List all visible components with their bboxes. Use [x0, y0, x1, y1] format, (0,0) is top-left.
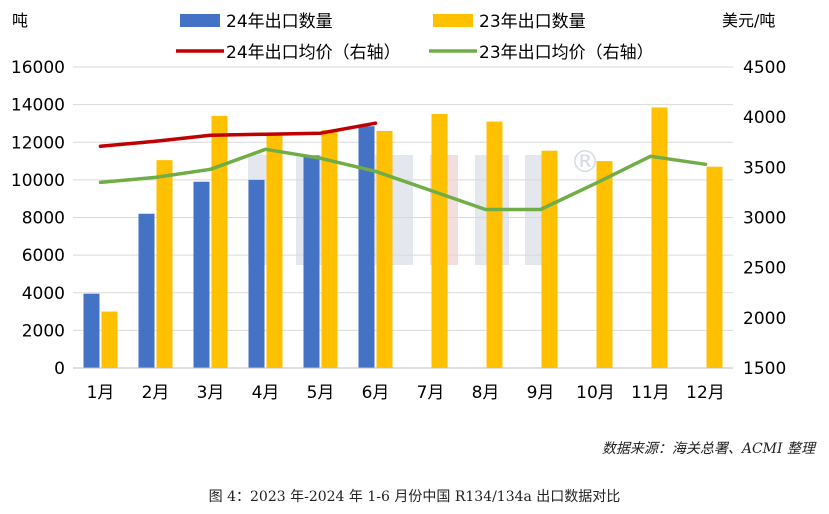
category-label: 6月 [362, 383, 390, 403]
left-tick-label: 2000 [22, 321, 65, 341]
bar [211, 115, 228, 368]
figure-caption: 图 4：2023 年-2024 年 1-6 月份中国 R134/134a 出口数… [208, 489, 621, 505]
bar [541, 150, 558, 368]
axes-group: 0 2000 4000 6000 8000 10000 12000 14000 16000 150… [11, 58, 786, 403]
category-label: 5月 [307, 383, 335, 403]
right-tick-label: 3500 [743, 158, 786, 178]
left-tick-label: 0 [54, 359, 65, 379]
bar [431, 114, 448, 368]
legend-swatch [433, 14, 473, 27]
source-note: 数据来源：海关总署、ACMI 整理 [601, 441, 815, 457]
legend-label: 24年出口数量 [226, 12, 333, 32]
category-label: 4月 [252, 383, 280, 403]
legend-swatch [180, 14, 220, 27]
right-tick-label: 1500 [743, 359, 786, 379]
bar [303, 155, 320, 368]
series-line [98, 147, 708, 212]
bar [596, 161, 613, 368]
bar [706, 166, 723, 368]
lines-group [98, 121, 708, 212]
category-label: 7月 [417, 383, 445, 403]
left-tick-label: 12000 [11, 133, 65, 153]
bar [321, 130, 338, 368]
export-chart: ® 0 2000 4000 6000 8000 10000 12000 14000 16000 1… [11, 11, 786, 403]
category-label: 8月 [472, 383, 500, 403]
right-tick-label: 2000 [743, 309, 786, 329]
legend-label: 24年出口均价（右轴） [226, 43, 401, 63]
legend: 24年出口数量 23年出口数量 24年出口均价（右轴） 23年出口均价（右轴） [176, 12, 654, 63]
legend-label: 23年出口均价（右轴） [479, 43, 654, 63]
category-label: 12月 [686, 383, 725, 403]
right-tick-label: 4500 [743, 58, 786, 78]
left-tick-label: 10000 [11, 171, 65, 191]
bar [486, 121, 503, 369]
left-tick-label: 4000 [22, 284, 65, 304]
left-tick-label: 16000 [11, 58, 65, 78]
category-label: 3月 [197, 383, 225, 403]
right-tick-label: 3000 [743, 209, 786, 229]
category-label: 11月 [631, 383, 670, 403]
category-label: 2月 [142, 383, 170, 403]
bars-group [83, 107, 723, 369]
left-tick-label: 8000 [22, 209, 65, 229]
right-tick-label: 2500 [743, 259, 786, 279]
registered-mark-icon: ® [570, 145, 600, 180]
category-label: 10月 [576, 383, 615, 403]
bar [266, 134, 283, 368]
bar [138, 213, 155, 368]
bar [376, 130, 393, 368]
category-label: 9月 [527, 383, 555, 403]
bar [193, 181, 210, 368]
bar [651, 107, 668, 369]
legend-label: 23年出口数量 [479, 12, 586, 32]
bar [358, 126, 375, 369]
right-tick-label: 4000 [743, 108, 786, 128]
bar [156, 160, 173, 368]
category-label: 1月 [87, 383, 115, 403]
bar [83, 293, 100, 368]
bar [248, 179, 265, 368]
right-axis-unit: 美元/吨 [722, 11, 775, 30]
series-line [98, 121, 378, 149]
left-axis-unit: 吨 [12, 11, 28, 30]
left-tick-label: 14000 [11, 96, 65, 116]
bar [101, 311, 118, 368]
left-tick-label: 6000 [22, 246, 65, 266]
